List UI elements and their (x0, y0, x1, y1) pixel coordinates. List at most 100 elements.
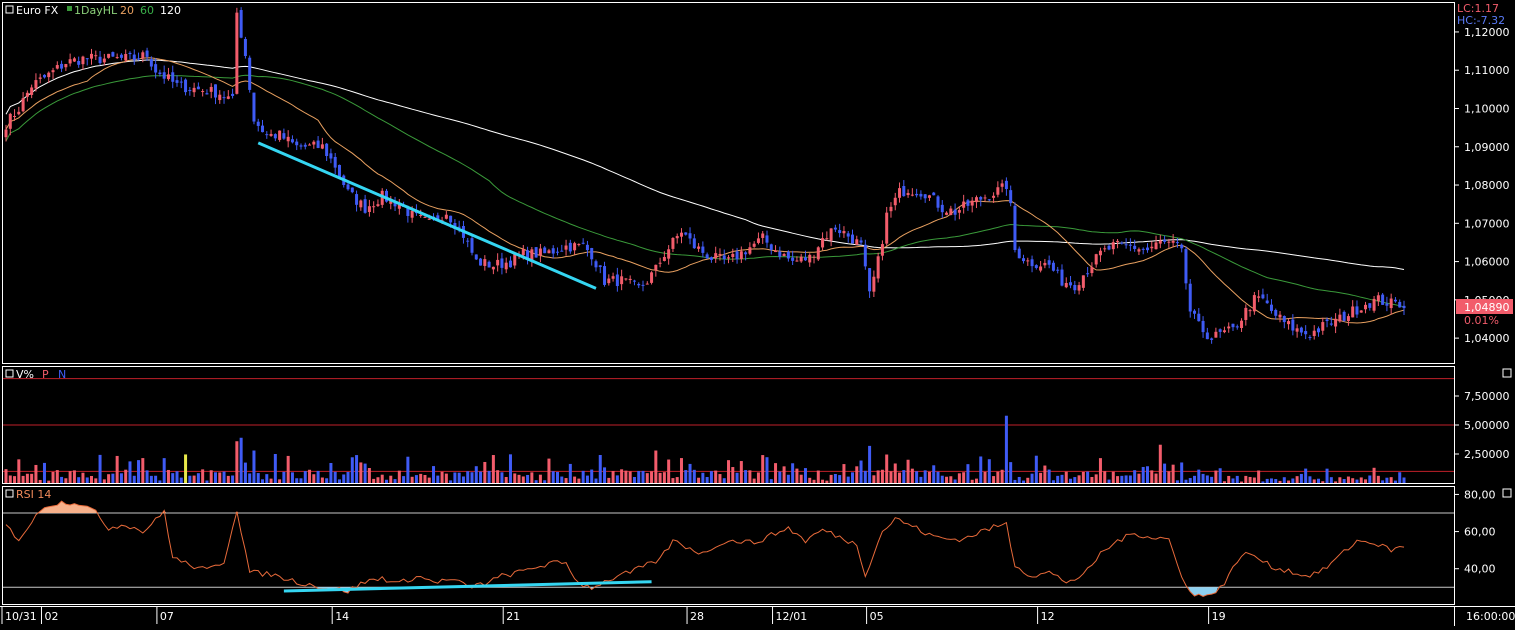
volume-bar (940, 475, 944, 483)
volume-bar (1004, 415, 1008, 483)
candle-body (1287, 321, 1291, 325)
volume-bar (496, 470, 500, 483)
candle-body (51, 70, 55, 73)
candle-body (684, 232, 688, 235)
candle-body (423, 216, 427, 218)
volume-bar (654, 450, 658, 483)
candle-body (581, 242, 585, 244)
candle-body (1009, 190, 1013, 204)
candle-body (479, 258, 483, 266)
candle-body (585, 244, 589, 251)
volume-bar (337, 479, 341, 483)
candle-body (278, 130, 282, 140)
volume-bar (526, 474, 530, 483)
volume-bar (192, 475, 196, 483)
volume-bar (594, 478, 598, 483)
candle-body (213, 84, 217, 98)
candle-body (538, 248, 542, 256)
candle-body (226, 96, 230, 99)
volume-bar (389, 475, 393, 483)
time-axis-label: 12 (1041, 610, 1055, 623)
volume-bar (1000, 469, 1004, 483)
price-axis-tick: 1,11000 (1464, 64, 1510, 77)
volume-bar (128, 461, 132, 483)
rsi-axis-tick: 40,00 (1464, 563, 1496, 576)
hc-label: HC:-7.32 (1457, 14, 1505, 27)
candle-body (184, 79, 188, 93)
volume-panel-menu-icon[interactable] (5, 369, 14, 378)
candle-body (863, 244, 867, 267)
candle-body (953, 209, 957, 215)
volume-bar (945, 476, 949, 483)
candle-body (1402, 305, 1406, 309)
volume-bar (119, 473, 123, 483)
candle-body (1158, 240, 1162, 244)
candle-body (816, 247, 820, 260)
rsi-panel-menu-icon[interactable] (5, 489, 14, 498)
candle-body (692, 238, 696, 249)
volume-bar (534, 480, 538, 483)
volume-bar (880, 469, 884, 483)
candle-body (17, 111, 21, 115)
volume-bar (919, 476, 923, 483)
volume-bar (577, 478, 581, 483)
candle-body (1261, 294, 1265, 299)
candle-body (547, 250, 551, 254)
volume-bar (709, 471, 713, 483)
candle-body (868, 268, 872, 292)
volume-bar (299, 478, 303, 483)
rsi-close-icon[interactable] (1502, 488, 1512, 498)
volume-bar (581, 470, 585, 483)
volume-bar (231, 475, 235, 483)
candle-body (98, 56, 102, 64)
volume-bar (453, 472, 457, 483)
volume-bar (662, 472, 666, 483)
volume-bar (94, 478, 98, 483)
panel-menu-icon[interactable] (5, 5, 14, 14)
candle-body (752, 243, 756, 247)
volume-bar (124, 469, 128, 483)
volume-bar (179, 477, 183, 483)
volume-bar (162, 458, 166, 483)
volume-bar (752, 478, 756, 483)
candle-body (1004, 180, 1008, 190)
volume-legend-n: N (58, 368, 66, 381)
sma120-line (5, 59, 1405, 270)
candle-body (799, 256, 803, 262)
candle-body (1248, 310, 1252, 312)
volume-bar (1240, 481, 1244, 483)
candle-body (1120, 242, 1124, 244)
volume-bar (1308, 476, 1312, 483)
volume-bar (782, 466, 786, 483)
candle-body (508, 260, 512, 268)
candle-body (662, 256, 666, 261)
price-trendline[interactable] (257, 141, 597, 290)
volume-bar (500, 472, 504, 483)
volume-bar (64, 478, 68, 483)
candle-body (1073, 285, 1077, 291)
candle-body (222, 97, 226, 99)
current-price-tag (1456, 299, 1513, 314)
candle-body (893, 197, 897, 206)
volume-bar (359, 462, 363, 483)
ma120-label: 120 (160, 4, 181, 17)
volume-bar (1022, 480, 1026, 483)
volume-bar (8, 475, 12, 483)
candle-body (1351, 306, 1355, 318)
volume-bar (376, 477, 380, 483)
candle-body (8, 113, 12, 129)
volume-bar (1030, 473, 1034, 483)
candle-body (119, 54, 123, 58)
rsi-trendline[interactable] (283, 580, 652, 593)
volume-bar (205, 480, 209, 483)
time-axis-label: 19 (1212, 610, 1226, 623)
candle-body (295, 141, 299, 146)
interval-marker-icon (67, 6, 72, 11)
volume-bar (1158, 444, 1162, 483)
volume-bar (688, 463, 692, 483)
candle-body (628, 278, 632, 281)
volume-close-icon[interactable] (1502, 368, 1512, 378)
candle-body (679, 232, 683, 237)
candle-body (1381, 294, 1385, 305)
candle-body (444, 214, 448, 219)
